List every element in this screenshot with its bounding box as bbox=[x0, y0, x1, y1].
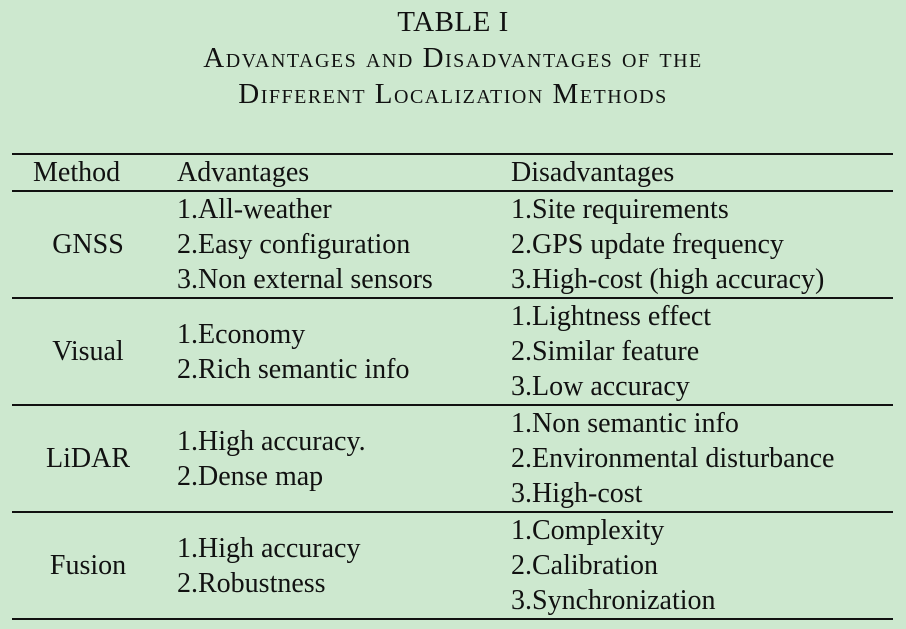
localization-methods-table: Method Advantages Disadvantages GNSS 1.A… bbox=[12, 153, 893, 620]
disadvantage-item: 1.Complexity bbox=[511, 515, 665, 546]
method-cell: Visual bbox=[12, 298, 164, 406]
disadvantage-item: 1.Non semantic info bbox=[511, 408, 739, 439]
advantage-item: 2.Robustness bbox=[177, 567, 326, 599]
disadvantage-item: 2.Calibration bbox=[511, 550, 658, 581]
header-method: Method bbox=[12, 153, 164, 192]
advantage-item: 3.Non external sensors bbox=[177, 264, 433, 295]
table-title-line-1: Advantages and Disadvantages of the bbox=[203, 42, 703, 74]
disadvantage-item: 3.High-cost bbox=[511, 478, 643, 509]
advantages-cell: 1.High accuracy. 2.Dense map bbox=[164, 405, 498, 513]
disadvantages-cell: 1.Lightness effect 2.Similar feature 3.L… bbox=[498, 298, 893, 406]
disadvantage-item: 2.GPS update frequency bbox=[511, 229, 784, 260]
method-cell: LiDAR bbox=[12, 405, 164, 513]
advantage-item: 2.Rich semantic info bbox=[177, 353, 410, 385]
header-row: Method Advantages Disadvantages bbox=[12, 153, 893, 192]
advantage-item: 1.All-weather bbox=[177, 194, 332, 225]
table-row-visual: Visual 1.Economy 2.Rich semantic info 1.… bbox=[12, 298, 893, 406]
table-label: TABLE I bbox=[397, 6, 509, 38]
advantage-item: 1.High accuracy bbox=[177, 532, 361, 564]
advantage-item: 1.Economy bbox=[177, 318, 306, 350]
disadvantage-item: 1.Site requirements bbox=[511, 194, 729, 225]
advantages-cell: 1.All-weather 2.Easy configuration 3.Non… bbox=[164, 191, 498, 299]
disadvantage-item: 3.Low accuracy bbox=[511, 371, 690, 402]
advantages-cell: 1.High accuracy 2.Robustness bbox=[164, 512, 498, 620]
header-disadvantages: Disadvantages bbox=[498, 153, 893, 192]
table-row-fusion: Fusion 1.High accuracy 2.Robustness 1.Co… bbox=[12, 512, 893, 620]
disadvantages-cell: 1.Site requirements 2.GPS update frequen… bbox=[498, 191, 893, 299]
advantage-item: 1.High accuracy. bbox=[177, 425, 366, 457]
header-advantages: Advantages bbox=[164, 153, 498, 192]
advantages-cell: 1.Economy 2.Rich semantic info bbox=[164, 298, 498, 406]
disadvantage-item: 1.Lightness effect bbox=[511, 301, 712, 332]
disadvantage-item: 3.High-cost (high accuracy) bbox=[511, 264, 825, 295]
disadvantages-cell: 1.Complexity 2.Calibration 3.Synchroniza… bbox=[498, 512, 893, 620]
disadvantage-item: 3.Synchronization bbox=[511, 585, 716, 616]
disadvantage-item: 2.Similar feature bbox=[511, 336, 700, 367]
table-row-lidar: LiDAR 1.High accuracy. 2.Dense map 1.Non… bbox=[12, 405, 893, 513]
table-title-line-2: Different Localization Methods bbox=[238, 78, 668, 110]
method-cell: Fusion bbox=[12, 512, 164, 620]
advantage-item: 2.Dense map bbox=[177, 460, 324, 492]
table-row-gnss: GNSS 1.All-weather 2.Easy configuration … bbox=[12, 191, 893, 299]
disadvantages-cell: 1.Non semantic info 2.Environmental dist… bbox=[498, 405, 893, 513]
advantage-item: 2.Easy configuration bbox=[177, 229, 411, 260]
disadvantage-item: 2.Environmental disturbance bbox=[511, 443, 835, 474]
method-cell: GNSS bbox=[12, 191, 164, 299]
